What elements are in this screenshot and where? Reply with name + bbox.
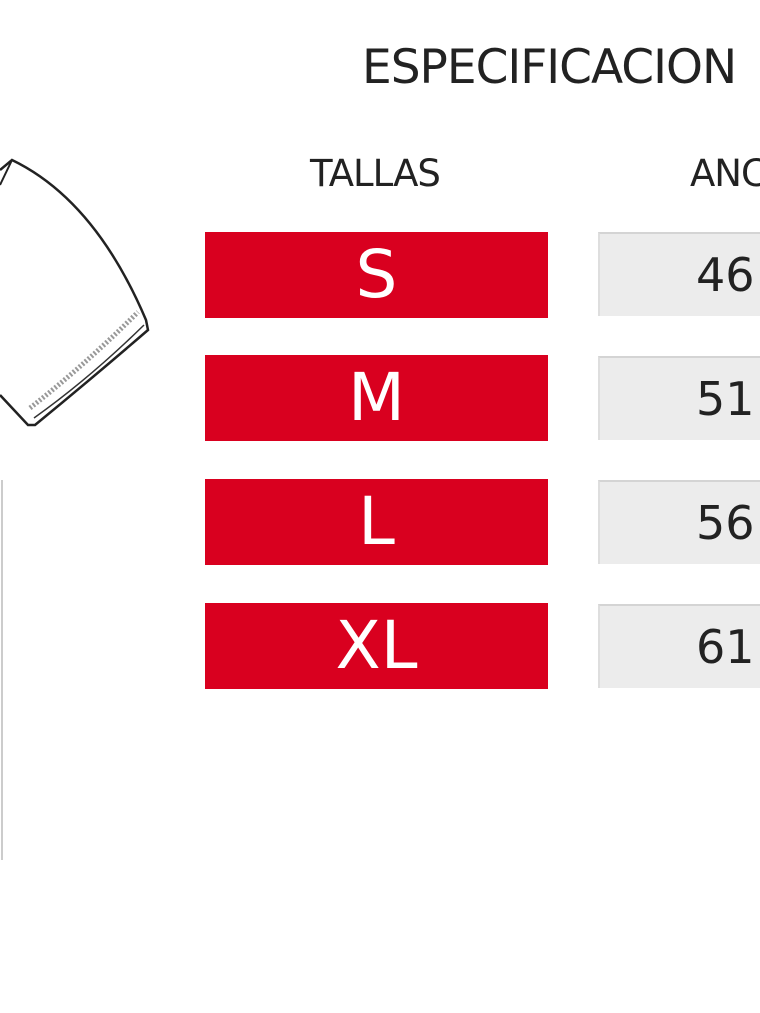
shirt-sleeve-illustration bbox=[0, 158, 150, 860]
width-column-header: ANC bbox=[690, 152, 760, 195]
size-label-l: L bbox=[205, 479, 548, 565]
size-label-s: S bbox=[205, 232, 548, 318]
size-label-m: M bbox=[205, 355, 548, 441]
width-value-m: 51 bbox=[598, 356, 760, 440]
size-label-xl: XL bbox=[205, 603, 548, 689]
width-value-xl: 61 bbox=[598, 604, 760, 688]
page-title: ESPECIFICACION bbox=[362, 40, 737, 95]
sizes-column-header: TALLAS bbox=[310, 152, 441, 195]
width-value-s: 46 bbox=[598, 232, 760, 316]
width-value-l: 56 bbox=[598, 480, 760, 564]
